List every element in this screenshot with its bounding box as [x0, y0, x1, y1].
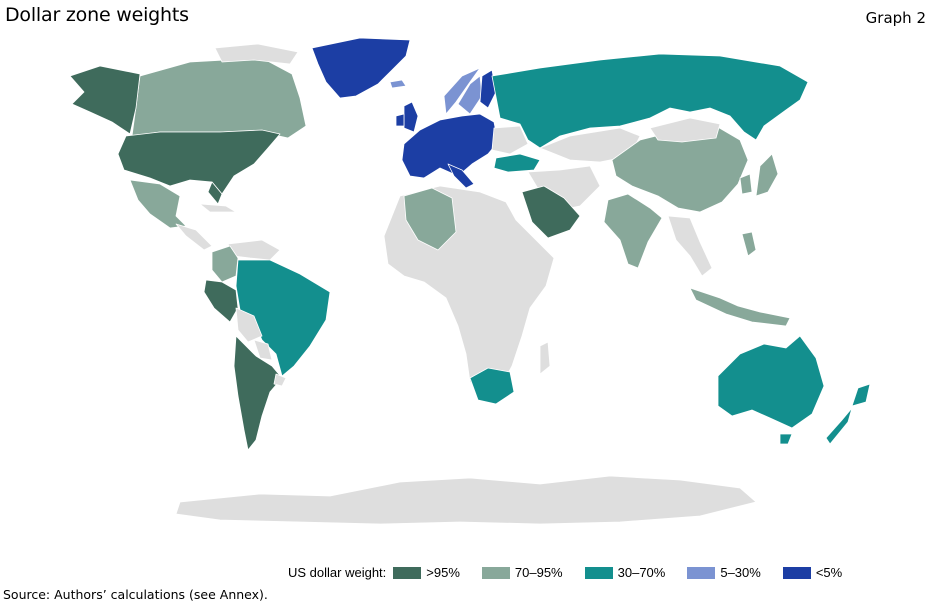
region-florida	[207, 181, 223, 205]
legend-item-5-30: 5–30%	[687, 565, 761, 580]
legend-item-label: >95%	[426, 565, 460, 580]
region-antarctica	[175, 475, 757, 525]
region-euro-area	[401, 113, 499, 179]
region-korea	[739, 173, 753, 195]
region-finland	[479, 69, 497, 109]
region-mexico	[129, 179, 187, 229]
legend-item-95-plus: >95%	[393, 565, 460, 580]
region-philippines	[741, 231, 757, 257]
region-greenland	[311, 37, 411, 99]
world-map	[69, 37, 871, 525]
graph-number-label: Graph 2	[865, 9, 926, 27]
region-norway	[443, 67, 481, 115]
legend-item-label: <5%	[815, 565, 843, 580]
region-italy-greece	[447, 163, 475, 189]
region-turkey	[493, 153, 541, 173]
region-mongolia	[649, 117, 721, 143]
region-eastern-europe	[491, 125, 529, 155]
legend-title: US dollar weight:	[288, 565, 387, 580]
region-indonesia	[689, 287, 791, 327]
region-new-zealand	[825, 383, 871, 445]
region-usa	[117, 129, 281, 195]
region-russia	[491, 53, 809, 149]
region-australia	[717, 335, 825, 429]
region-algeria	[403, 187, 457, 251]
region-iceland	[389, 79, 407, 89]
region-tasmania	[779, 433, 793, 445]
region-arctic-islands	[214, 43, 299, 65]
chart-title: Dollar zone weights	[5, 4, 189, 26]
region-canada	[131, 57, 307, 139]
region-central-america	[175, 223, 213, 251]
legend-swatch	[782, 566, 811, 579]
region-saudi-arabia	[521, 185, 581, 239]
region-paraguay	[253, 339, 273, 361]
map-legend: US dollar weight: >95% 70–95% 30–70% 5–3…	[288, 565, 842, 580]
region-south-africa	[469, 367, 515, 405]
legend-item-30-70: 30–70%	[584, 565, 666, 580]
legend-item-label: 70–95%	[514, 565, 563, 580]
region-cuba	[199, 203, 237, 213]
legend-item-label: 5–30%	[720, 565, 761, 580]
region-peru	[203, 279, 239, 323]
region-colombia	[211, 245, 239, 283]
legend-swatch	[393, 566, 422, 579]
source-note: Source: Authors’ calculations (see Annex…	[3, 587, 268, 602]
legend-item-lt-5: <5%	[782, 565, 843, 580]
region-uk	[403, 101, 419, 133]
region-madagascar	[539, 341, 551, 375]
legend-swatch	[481, 566, 510, 579]
legend-swatch	[687, 566, 716, 579]
region-india	[603, 193, 663, 269]
region-japan	[755, 153, 779, 197]
region-bolivia	[235, 307, 263, 343]
legend-swatch	[584, 566, 613, 579]
region-argentina	[233, 335, 283, 451]
region-ireland	[395, 113, 405, 127]
legend-item-70-95: 70–95%	[481, 565, 563, 580]
region-southeast-asia	[667, 215, 713, 277]
region-uruguay	[273, 373, 287, 387]
region-alaska	[69, 65, 141, 135]
legend-item-label: 30–70%	[617, 565, 666, 580]
